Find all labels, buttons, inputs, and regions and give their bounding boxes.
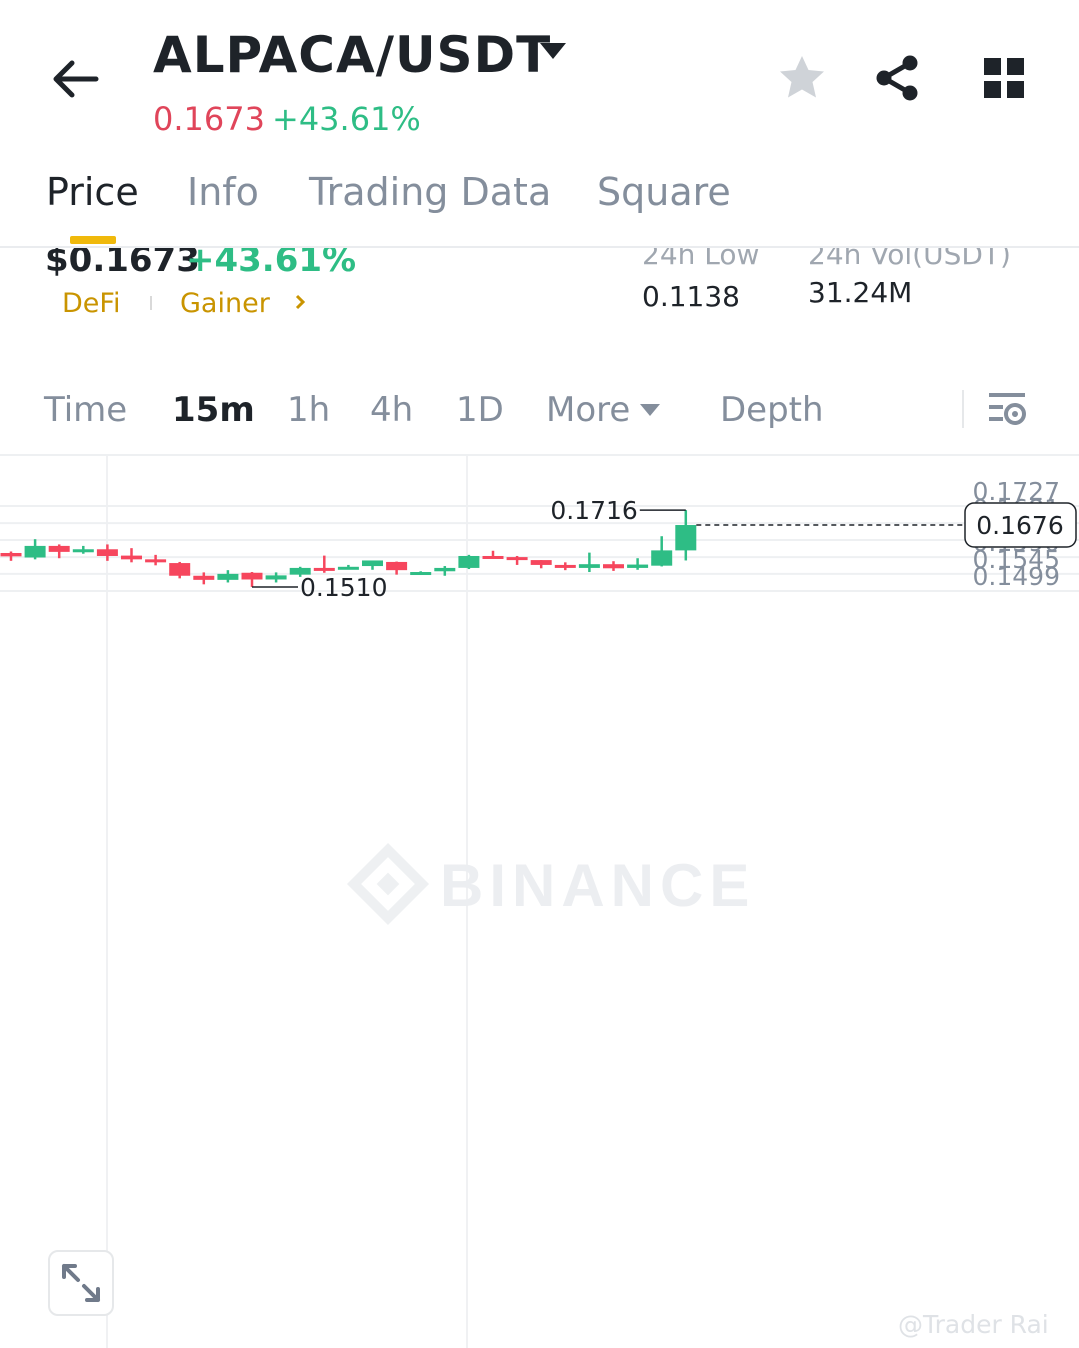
more-caret-icon[interactable] [639, 402, 661, 416]
expand-chart-button[interactable] [48, 1250, 114, 1316]
low-marker-label: 0.1510 [300, 573, 387, 602]
candle-up [337, 566, 359, 570]
tag-defi[interactable]: DeFi [62, 288, 121, 319]
current-price-box [964, 502, 1077, 548]
interval-1d[interactable]: 1D [456, 390, 504, 430]
binance-watermark: BINANCE [346, 842, 755, 926]
high-marker-label: 0.1716 [550, 496, 637, 525]
candle-up [24, 545, 46, 558]
interval-1h[interactable]: 1h [287, 390, 331, 430]
tab-square[interactable]: Square [597, 170, 731, 214]
interval-depth[interactable]: Depth [720, 390, 824, 430]
chart-settings-icon[interactable] [986, 388, 1028, 430]
low-label: 24h Low [642, 248, 760, 271]
candle-up [578, 564, 600, 568]
candle-down [482, 555, 504, 559]
y-tick-label: 0.1499 [973, 562, 1060, 591]
tab-info[interactable]: Info [187, 170, 259, 214]
candle-down [554, 564, 576, 568]
current-price-label: 0.1676 [976, 511, 1063, 540]
candle-up [362, 560, 383, 567]
star-icon[interactable] [776, 52, 828, 104]
header-price: 0.1673 [153, 100, 265, 138]
candle-down [145, 559, 167, 563]
candle-down [121, 555, 142, 560]
pair-title[interactable]: ALPACA/USDT [153, 26, 552, 84]
candle-down [0, 552, 22, 557]
grid-icon[interactable] [982, 56, 1026, 100]
candle-up [651, 550, 673, 566]
credit-watermark: @Trader Rai [898, 1310, 1049, 1339]
candle-up [72, 549, 94, 553]
interval-bar-separator [962, 390, 964, 428]
candle-down [96, 549, 118, 556]
active-tab-indicator [70, 236, 116, 244]
summary-price: $0.1673 [45, 248, 200, 280]
candle-up [265, 575, 287, 580]
share-icon[interactable] [874, 54, 922, 102]
volume-value: 31.24M [808, 276, 913, 309]
price-summary: $0.1673 +43.61% DeFi Gainer 24h Low 0.11… [0, 248, 1079, 358]
back-arrow-icon[interactable] [48, 52, 102, 106]
candle-up [627, 564, 649, 568]
chevron-right-icon[interactable] [292, 294, 308, 310]
interval-time[interactable]: Time [44, 390, 128, 430]
candle-up [675, 525, 697, 551]
summary-change: +43.61% [186, 248, 357, 280]
candle-up [458, 555, 480, 568]
candle-down [241, 572, 263, 580]
candle-up [217, 573, 239, 580]
dropdown-caret-icon[interactable] [538, 40, 568, 62]
interval-more[interactable]: More [546, 390, 631, 430]
candle-down [169, 563, 191, 576]
y-tick-label: 0.1727 [973, 477, 1060, 506]
candle-up [434, 567, 456, 572]
tab-trading-data[interactable]: Trading Data [309, 170, 552, 214]
interval-15m[interactable]: 15m [172, 390, 255, 430]
candle-down [193, 575, 215, 580]
watermark-text: BINANCE [440, 852, 755, 919]
interval-4h[interactable]: 4h [370, 390, 414, 430]
tabs-divider [0, 246, 1079, 248]
header-change: +43.61% [272, 100, 421, 138]
expand-arrows-icon [62, 1264, 100, 1302]
candle-down [386, 561, 408, 571]
candle-down [48, 545, 70, 552]
candle-down [603, 564, 624, 569]
candlestick-chart[interactable]: BINANCE 0.17270.16810.16360.15900.15450.… [0, 456, 1079, 1348]
candle-down [313, 567, 335, 571]
tag-separator [150, 296, 152, 310]
volume-label: 24h Vol(USDT) [808, 248, 1011, 271]
tag-gainer[interactable]: Gainer [180, 288, 270, 319]
y-tick-label: 0.1545 [973, 545, 1060, 574]
tab-price[interactable]: Price [46, 170, 139, 214]
candle-up [289, 567, 311, 575]
chart-top-divider [0, 454, 1079, 456]
candle-up [410, 572, 432, 576]
low-value: 0.1138 [642, 280, 740, 313]
candle-down [530, 560, 552, 565]
candle-down [506, 557, 528, 561]
